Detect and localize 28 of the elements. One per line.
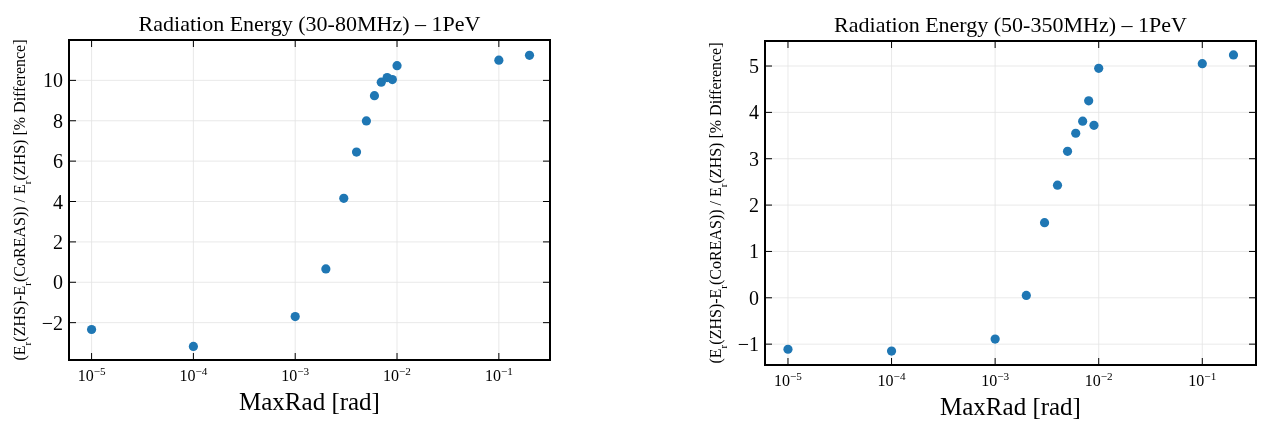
x-axis-title: MaxRad [rad] xyxy=(239,388,380,415)
y-tick-label: 2 xyxy=(53,230,63,253)
x-tick-label: 10$^{−4}$ xyxy=(877,370,906,389)
x-tick-label: 10$^{−1}$ xyxy=(484,365,513,384)
y-tick-label: 1 xyxy=(749,240,759,263)
x-tick-label: 10$^{−5}$ xyxy=(77,365,106,384)
y-tick-label: 0 xyxy=(749,286,759,309)
y-tick-label: 5 xyxy=(749,55,759,78)
y-tick-label: 3 xyxy=(749,147,759,170)
chart-title: Radiation Energy (30-80MHz) – 1PeV xyxy=(138,11,481,36)
x-tick-label: 10$^{−3}$ xyxy=(281,365,310,384)
y-tick-label: 2 xyxy=(749,194,759,217)
y-tick-label: 10 xyxy=(43,69,63,92)
y-tick-label: 4 xyxy=(53,190,63,213)
x-axis-title: MaxRad [rad] xyxy=(940,393,1081,420)
x-tick-label: 10$^{−2}$ xyxy=(1084,370,1113,389)
y-tick-label: 0 xyxy=(53,271,63,294)
y-tick-label: −1 xyxy=(737,333,759,356)
chart-title: Radiation Energy (50-350MHz) – 1PeV xyxy=(834,12,1187,37)
x-tick-label: 10$^{−1}$ xyxy=(1188,370,1217,389)
y-tick-label: 4 xyxy=(749,101,759,124)
x-tick-label: 10$^{−2}$ xyxy=(383,365,411,384)
x-tick-label: 10$^{−4}$ xyxy=(179,365,208,384)
y-tick-label: −2 xyxy=(41,311,63,334)
y-tick-label: 6 xyxy=(53,150,63,173)
y-tick-label: 8 xyxy=(53,109,63,132)
x-tick-label: 10$^{−5}$ xyxy=(774,370,803,389)
x-tick-label: 10$^{−3}$ xyxy=(981,370,1010,389)
